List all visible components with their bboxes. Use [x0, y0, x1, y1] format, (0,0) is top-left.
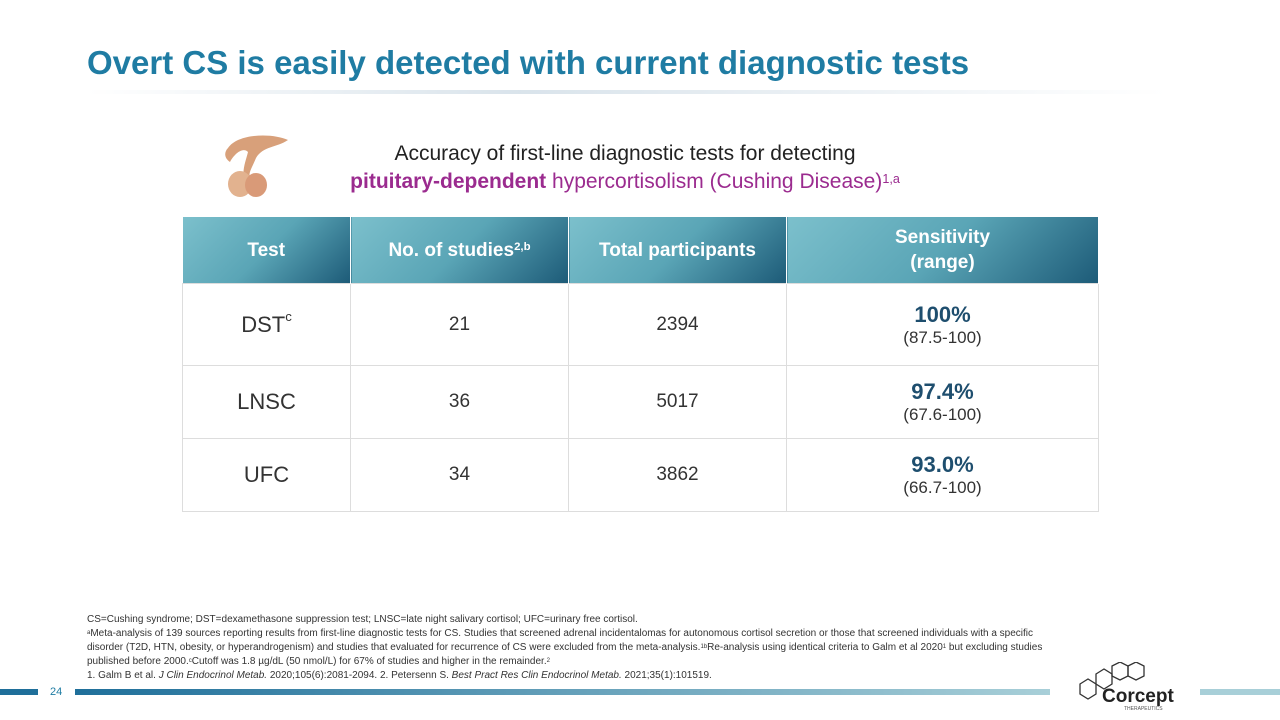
header-cell: Sensitivity (range) [786, 217, 1099, 284]
footnote-text: Re-analysis using identical criteria to … [707, 642, 943, 653]
cell-text: Test [247, 239, 286, 261]
cell-main: 93.0% [911, 452, 974, 477]
table-cell: 97.4% (67.6-100) [786, 365, 1099, 439]
footnote-text: 1. Galm B et al. [87, 670, 159, 681]
cell-text: 36 [448, 391, 471, 412]
footer-bar [0, 689, 38, 695]
subtitle-sup: 1,a [882, 172, 900, 187]
title-underline [87, 90, 1167, 94]
table: Test No. of studies2,b Total participants S… [182, 217, 1099, 512]
subtitle-bold: pituitary-dependent [350, 170, 547, 193]
cell-text: 2394 [656, 313, 699, 335]
cell-text: UFC [243, 462, 290, 487]
footnote-text: Cutoff was 1.8 µg/dL (50 nmol/L) for 67%… [191, 656, 547, 667]
table-cell: 34 [350, 438, 569, 512]
table-cell: 93.0% (66.7-100) [786, 438, 1099, 512]
footnote: aMeta-analysis of 139 sources reporting … [87, 627, 1047, 669]
footnote: 1. Galm B et al. J Clin Endocrinol Metab… [87, 669, 1047, 683]
page-number: 24 [50, 686, 63, 698]
table-cell: 21 [350, 283, 569, 366]
footnote-text: 2021;35(1):101519. [621, 670, 712, 681]
logo: Corcept THERAPEUTICS [1079, 662, 1174, 712]
footnote-sup: 2 [546, 657, 550, 664]
table-row: LNSC 36 5017 97.4% (67.6-100) [182, 365, 1099, 439]
cell-sub: (67.6-100) [903, 405, 982, 424]
footer-bar [1200, 689, 1280, 695]
subtitle: Accuracy of first-line diagnostic tests … [300, 140, 950, 196]
cell-sup: 2,b [514, 241, 531, 254]
cell-sub: (87.5-100) [903, 327, 982, 347]
footnote-text: 2020;105(6):2081-2094. 2. Petersenn S. [267, 670, 452, 681]
table-cell: 2394 [568, 283, 787, 366]
pituitary-icon [225, 135, 288, 197]
header-cell: Total participants [568, 217, 787, 284]
footnote-sup: 1 [700, 643, 704, 650]
subtitle-rest: hypercortisolism (Cushing Disease) [546, 170, 883, 193]
logo-sub: THERAPEUTICS [1124, 706, 1163, 712]
cell-text: LNSC [237, 389, 296, 414]
cell-text: DST [241, 311, 286, 337]
cell-main: 100% [914, 301, 971, 327]
table-cell: LNSC [182, 365, 351, 439]
footnote-sup: a [87, 629, 91, 636]
footnotes: CS=Cushing syndrome; DST=dexamethasone s… [87, 613, 1047, 683]
footnote-text: Meta-analysis of 139 sources reporting r… [87, 628, 1034, 653]
table-cell: DSTc [182, 283, 351, 366]
footer-bar [75, 689, 1050, 695]
header-cell: Test [182, 217, 351, 284]
cell-sup: c [285, 308, 292, 324]
footnote-text: but excluding studies published before 2… [87, 642, 1043, 667]
cell-text: 34 [448, 464, 471, 485]
footnote-sup: c [188, 657, 192, 664]
footnote-sup: 1 [942, 643, 947, 650]
cell-text: 5017 [656, 391, 699, 412]
table-cell: 100% (87.5-100) [786, 283, 1099, 366]
table-row: DSTc 21 2394 100% (87.5-100) [182, 283, 1099, 366]
table-cell: 5017 [568, 365, 787, 439]
table-cell: 3862 [568, 438, 787, 512]
cell-text: 3862 [656, 464, 699, 485]
subtitle-line: Accuracy of first-line diagnostic tests … [394, 142, 856, 165]
title: Overt CS is easily detected with current… [87, 44, 970, 81]
footnote-sup: b [703, 643, 708, 650]
table-cell: UFC [182, 438, 351, 512]
header-cell: No. of studies2,b [350, 217, 569, 284]
table-row: UFC 34 3862 93.0% (66.7-100) [182, 438, 1099, 512]
cell-main: 97.4% [911, 379, 974, 404]
cell-sub: (66.7-100) [903, 478, 982, 497]
cell-text: Total participants [599, 239, 756, 261]
footnote-text: CS=Cushing syndrome; DST=dexamethasone s… [87, 614, 638, 625]
footnote: CS=Cushing syndrome; DST=dexamethasone s… [87, 613, 1047, 627]
cell-text: No. of studies [388, 239, 515, 261]
cell-sub: (range) [910, 252, 975, 273]
logo-text: Corcept [1102, 686, 1174, 707]
table-cell: 36 [350, 365, 569, 439]
footnote-italic: Best Pract Res Clin Endocrinol Metab. [451, 670, 622, 681]
cell-text: 21 [448, 313, 471, 335]
cell-main: Sensitivity [894, 227, 991, 248]
footnote-italic: J Clin Endocrinol Metab. [158, 670, 268, 681]
